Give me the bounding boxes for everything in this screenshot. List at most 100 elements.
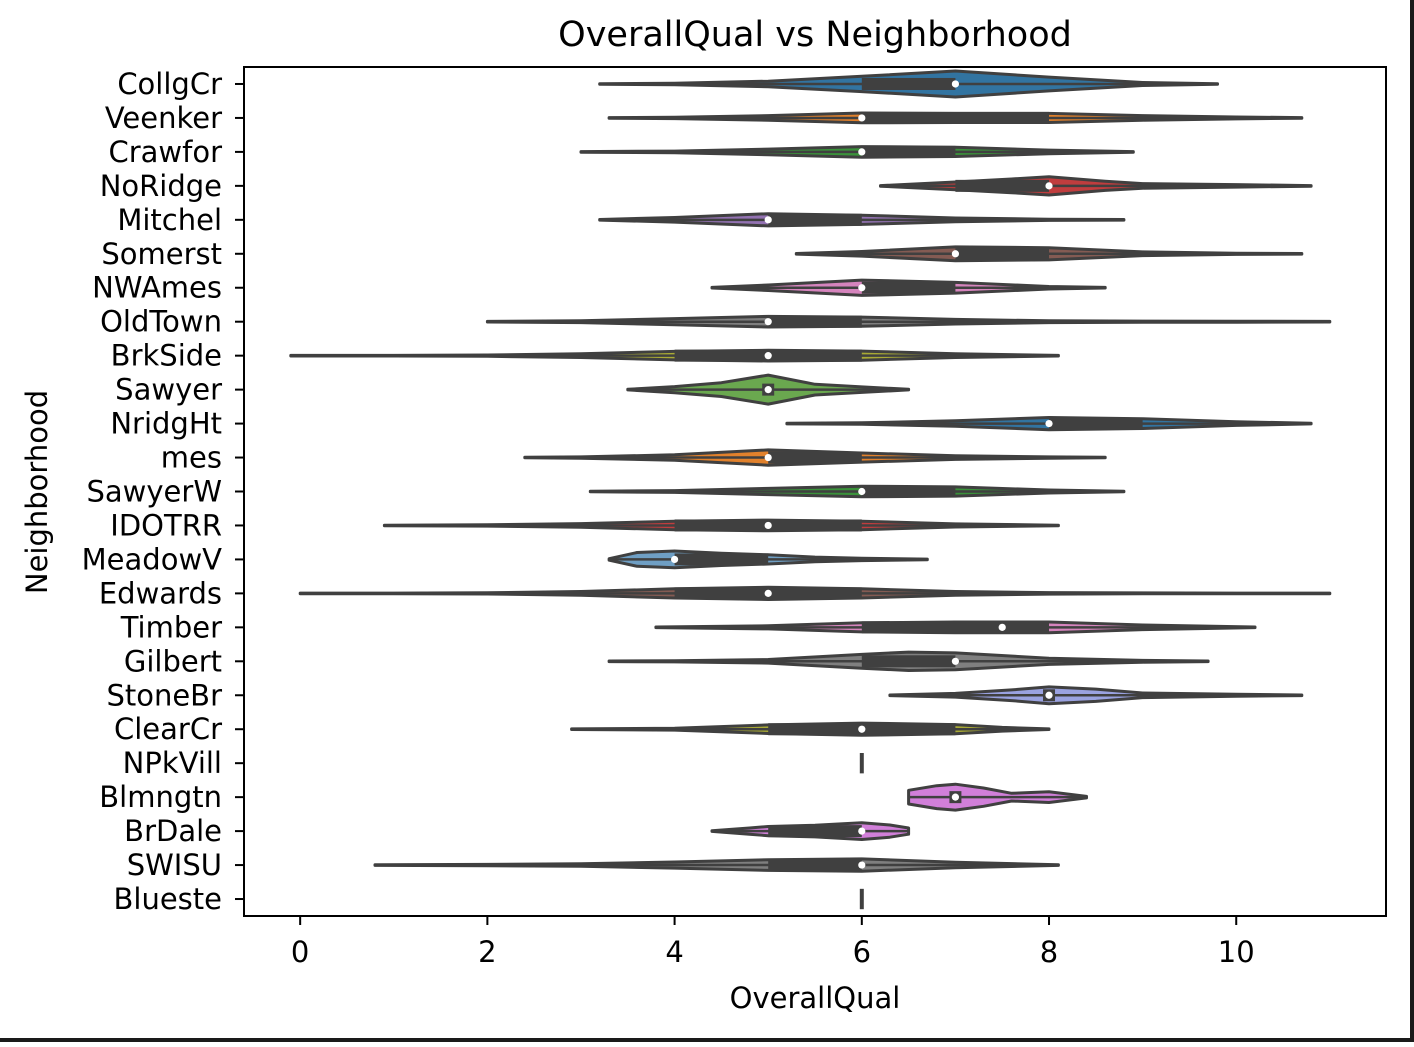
y-tick-label-mes: mes <box>161 441 222 475</box>
x-tick-label-4: 8 <box>1040 935 1058 969</box>
x-tick-label-3: 6 <box>853 935 871 969</box>
violin-collgcr <box>598 69 1219 99</box>
violin-mes <box>523 448 1107 467</box>
violin-idotrr <box>382 518 1060 533</box>
median-dot-brdale <box>858 827 866 835</box>
y-tick-label-stonebr: StoneBr <box>106 678 222 712</box>
median-dot-mitchel <box>764 216 772 224</box>
y-tick-label-noridge: NoRidge <box>100 169 222 203</box>
y-tick-label-brdale: BrDale <box>124 814 222 848</box>
median-dot-blmngtn <box>951 793 960 801</box>
iqr-box-oldtown <box>768 315 862 328</box>
iqr-box-noridge <box>955 179 1050 192</box>
violin-crawfor <box>579 145 1135 159</box>
median-dot-somerst <box>951 250 960 258</box>
violins-layer <box>289 69 1332 910</box>
y-tick-label-mitchel: Mitchel <box>117 203 222 237</box>
iqr-box-mitchel <box>768 213 862 226</box>
median-dot-collgcr <box>951 80 960 88</box>
violin-sawyerw <box>588 484 1126 499</box>
y-tick-label-sawyer: Sawyer <box>115 373 222 407</box>
window-edge-right <box>1410 0 1414 1042</box>
violin-nwames <box>710 278 1107 297</box>
median-dot-sawyer <box>764 386 772 394</box>
violin-clearcr <box>570 721 1051 737</box>
median-dot-nwames <box>858 284 866 292</box>
iqr-box-nwames <box>861 281 956 294</box>
y-tick-label-crawfor: Crawfor <box>108 135 222 169</box>
violin-mitchel <box>598 212 1126 228</box>
median-dot-noridge <box>1045 182 1053 190</box>
median-dot-timber <box>998 623 1006 631</box>
iqr-box-gilbert <box>861 655 956 668</box>
violin-veenker <box>607 111 1304 125</box>
x-tick-label-0: 0 <box>291 935 309 969</box>
violin-meadowv <box>607 549 929 570</box>
x-tick-label-1: 2 <box>478 935 496 969</box>
y-tick-label-timber: Timber <box>120 610 222 644</box>
violin-gilbert <box>607 650 1210 672</box>
y-tick-label-somerst: Somerst <box>101 237 222 271</box>
y-tick-label-meadowv: MeadowV <box>82 542 223 576</box>
y-tick-label-blmngtn: Blmngtn <box>99 780 222 814</box>
violin-brkside <box>289 348 1060 363</box>
median-dot-clearcr <box>858 725 866 733</box>
median-dot-sawyerw <box>858 487 866 496</box>
median-dot-mes <box>764 453 772 462</box>
y-tick-label-idotrr: IDOTRR <box>110 508 222 542</box>
x-tick-label-5: 10 <box>1218 935 1255 969</box>
violin-timber <box>654 620 1257 635</box>
median-dot-crawfor <box>858 148 866 156</box>
x-tick-label-2: 4 <box>665 935 683 969</box>
violin-edwards <box>298 585 1332 601</box>
iqr-box-somerst <box>955 247 1050 260</box>
violin-sawyer <box>626 373 911 406</box>
violin-swisu <box>373 857 1060 873</box>
median-dot-nridght <box>1045 419 1053 428</box>
y-tick-label-veenker: Veenker <box>105 101 222 135</box>
iqr-box-veenker <box>861 111 1050 124</box>
y-tick-label-oldtown: OldTown <box>100 305 222 339</box>
violin-brdale <box>710 821 911 841</box>
y-tick-label-npkvill: NPkVill <box>123 746 222 780</box>
median-dot-veenker <box>858 114 866 122</box>
median-dot-idotrr <box>764 521 772 530</box>
iqr-box-meadowv <box>674 553 769 566</box>
violin-somerst <box>794 245 1304 263</box>
y-tick-label-clearcr: ClearCr <box>114 712 222 746</box>
y-tick-label-edwards: Edwards <box>99 576 222 610</box>
median-dot-swisu <box>858 861 866 869</box>
y-tick-label-gilbert: Gilbert <box>124 644 222 678</box>
window-edge-bottom <box>0 1038 1414 1042</box>
y-tick-label-swisu: SWISU <box>127 848 222 882</box>
iqr-box-mes <box>768 451 862 464</box>
iqr-box-brdale <box>768 825 862 838</box>
iqr-box-collgcr <box>861 77 956 90</box>
y-tick-label-nwames: NWAmes <box>92 271 222 305</box>
median-dot-brkside <box>764 352 772 360</box>
iqr-box-nridght <box>1049 417 1143 430</box>
y-axis: CollgCrVeenkerCrawforNoRidgeMitchelSomer… <box>82 67 244 916</box>
iqr-box-timber <box>861 621 1050 634</box>
x-axis-label: OverallQual <box>730 981 901 1015</box>
violin-blmngtn <box>907 782 1088 812</box>
violin-oldtown <box>485 314 1332 329</box>
plot-area-border <box>243 66 1387 917</box>
median-dot-gilbert <box>951 657 960 665</box>
median-dot-oldtown <box>764 318 772 326</box>
iqr-box-swisu <box>768 859 862 872</box>
violin-stonebr <box>888 685 1304 706</box>
y-tick-label-sawyerw: SawyerW <box>87 475 223 509</box>
y-tick-label-nridght: NridgHt <box>110 407 222 441</box>
iqr-box-sawyerw <box>861 485 956 498</box>
y-tick-label-blueste: Blueste <box>114 882 223 916</box>
iqr-box-crawfor <box>861 145 956 158</box>
median-dot-edwards <box>764 589 772 597</box>
y-tick-label-brkside: BrkSide <box>111 339 222 373</box>
y-axis-label: Neighborhood <box>20 390 54 594</box>
violin-nridght <box>785 416 1313 432</box>
x-axis: 0 2 4 6 8 10 <box>291 916 1255 969</box>
median-dot-stonebr <box>1045 691 1053 699</box>
